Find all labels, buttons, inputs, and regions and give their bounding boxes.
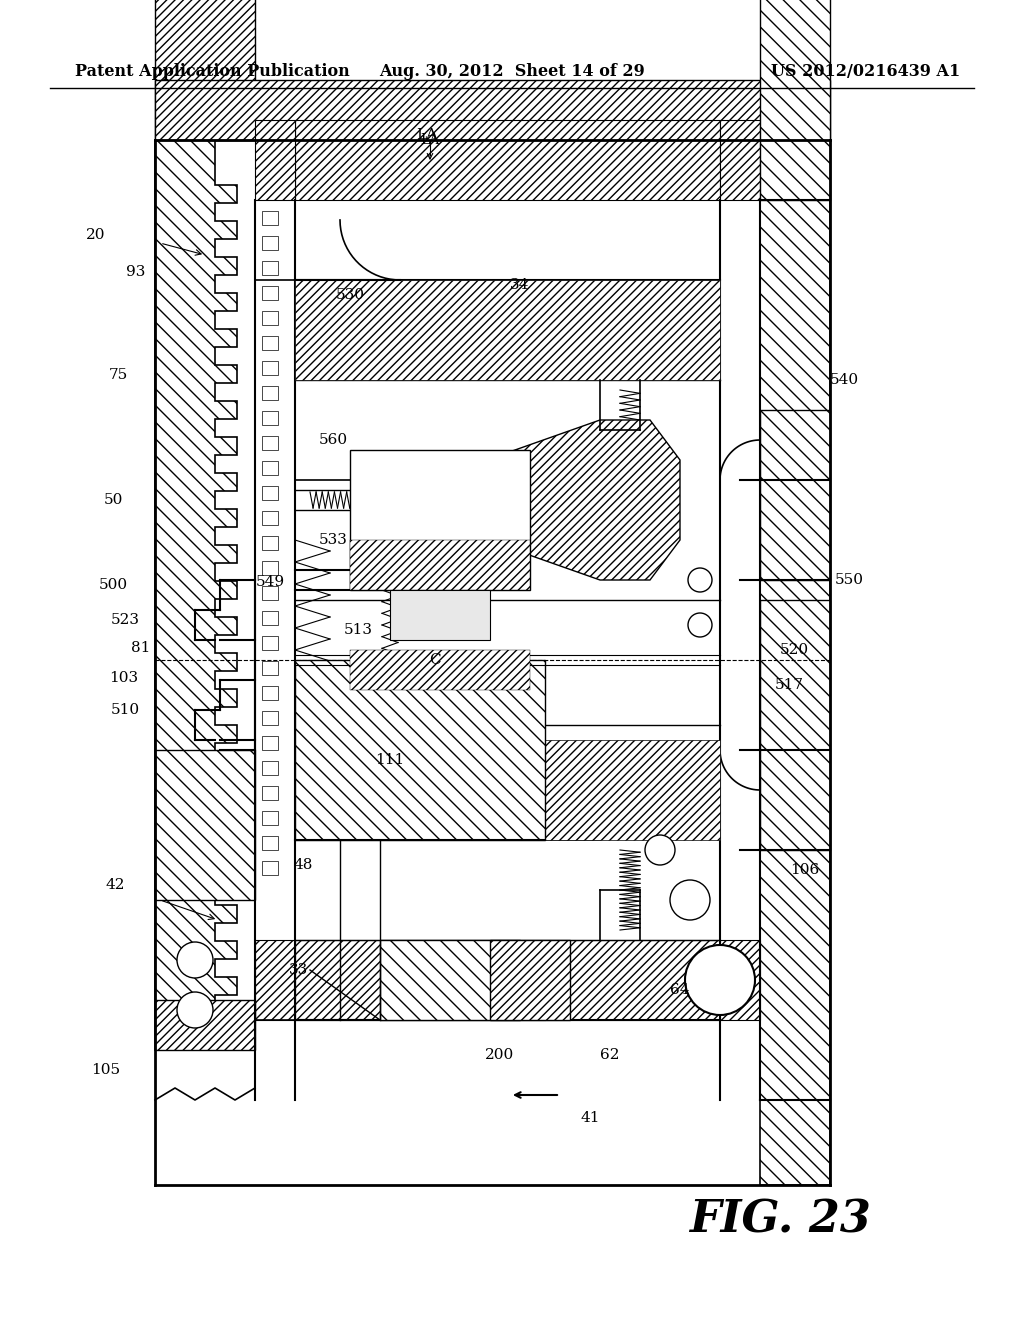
Polygon shape — [155, 140, 237, 1049]
Polygon shape — [760, 140, 830, 1185]
Bar — [262, 385, 278, 400]
Bar — [262, 261, 278, 275]
Bar — [262, 737, 278, 750]
Bar — [262, 586, 278, 601]
Circle shape — [645, 836, 675, 865]
Bar — [262, 561, 278, 576]
Text: 533: 533 — [318, 533, 347, 546]
Bar — [262, 236, 278, 249]
Text: FIG. 23: FIG. 23 — [689, 1199, 871, 1242]
Bar — [262, 861, 278, 875]
Text: 520: 520 — [780, 643, 809, 657]
Text: 523: 523 — [111, 612, 140, 627]
Circle shape — [177, 993, 213, 1028]
Circle shape — [688, 568, 712, 591]
Bar — [380, 940, 520, 1020]
Bar — [295, 741, 720, 840]
Bar — [262, 536, 278, 550]
Bar — [262, 785, 278, 800]
Bar — [262, 636, 278, 649]
Bar — [390, 590, 490, 640]
Bar — [262, 810, 278, 825]
Bar — [295, 660, 545, 840]
Text: 111: 111 — [376, 752, 404, 767]
Bar — [262, 286, 278, 300]
Text: LA: LA — [417, 128, 437, 143]
Circle shape — [177, 942, 213, 978]
Text: Aug. 30, 2012  Sheet 14 of 29: Aug. 30, 2012 Sheet 14 of 29 — [379, 63, 645, 81]
Bar — [262, 686, 278, 700]
Text: LA: LA — [421, 133, 439, 147]
Text: 41: 41 — [581, 1111, 600, 1125]
Bar — [262, 511, 278, 525]
Text: Patent Application Publication: Patent Application Publication — [75, 63, 350, 81]
Bar — [262, 411, 278, 425]
Text: 549: 549 — [255, 576, 285, 589]
Bar — [350, 540, 530, 590]
Text: 105: 105 — [91, 1063, 120, 1077]
Bar — [262, 312, 278, 325]
Text: 106: 106 — [790, 863, 819, 876]
Text: 550: 550 — [835, 573, 864, 587]
Text: 20: 20 — [85, 228, 105, 242]
Text: 81: 81 — [131, 642, 150, 655]
Polygon shape — [430, 420, 680, 579]
Bar — [262, 711, 278, 725]
Bar — [262, 486, 278, 500]
Text: C: C — [429, 653, 440, 667]
Text: 50: 50 — [103, 492, 123, 507]
Text: 64: 64 — [671, 983, 690, 997]
Text: 93: 93 — [126, 265, 145, 279]
Text: 540: 540 — [830, 374, 859, 387]
Bar — [720, 120, 760, 201]
Bar — [350, 649, 530, 690]
Bar — [155, 1001, 255, 1049]
Text: 200: 200 — [485, 1048, 515, 1063]
Bar — [262, 661, 278, 675]
Bar — [262, 436, 278, 450]
Bar — [760, 0, 830, 201]
Bar — [262, 611, 278, 624]
Text: 500: 500 — [99, 578, 128, 591]
Bar — [262, 836, 278, 850]
Text: 103: 103 — [109, 671, 138, 685]
Text: 42: 42 — [105, 878, 125, 892]
Text: 510: 510 — [111, 704, 140, 717]
Text: US 2012/0216439 A1: US 2012/0216439 A1 — [771, 63, 961, 81]
Bar — [155, 0, 255, 140]
Text: 560: 560 — [318, 433, 347, 447]
Text: 34: 34 — [510, 279, 529, 292]
Bar — [295, 120, 720, 201]
Bar — [262, 762, 278, 775]
Circle shape — [688, 612, 712, 638]
Bar — [350, 450, 530, 590]
Text: 75: 75 — [109, 368, 128, 381]
Text: 530: 530 — [336, 288, 365, 302]
Text: 48: 48 — [293, 858, 312, 873]
Bar — [760, 411, 830, 579]
Text: 62: 62 — [600, 1048, 620, 1063]
Bar — [155, 81, 830, 140]
Text: 517: 517 — [775, 678, 804, 692]
Bar — [255, 940, 295, 1020]
Bar — [255, 120, 295, 201]
Bar — [490, 940, 570, 1020]
Bar — [262, 211, 278, 224]
Bar — [295, 940, 720, 1020]
Bar — [720, 940, 760, 1020]
Text: 513: 513 — [343, 623, 373, 638]
Bar — [262, 461, 278, 475]
Bar — [155, 750, 255, 900]
Bar — [295, 280, 720, 380]
Circle shape — [670, 880, 710, 920]
Bar — [262, 337, 278, 350]
Bar — [262, 360, 278, 375]
Text: 33: 33 — [289, 964, 307, 977]
Circle shape — [685, 945, 755, 1015]
Bar — [760, 601, 830, 850]
